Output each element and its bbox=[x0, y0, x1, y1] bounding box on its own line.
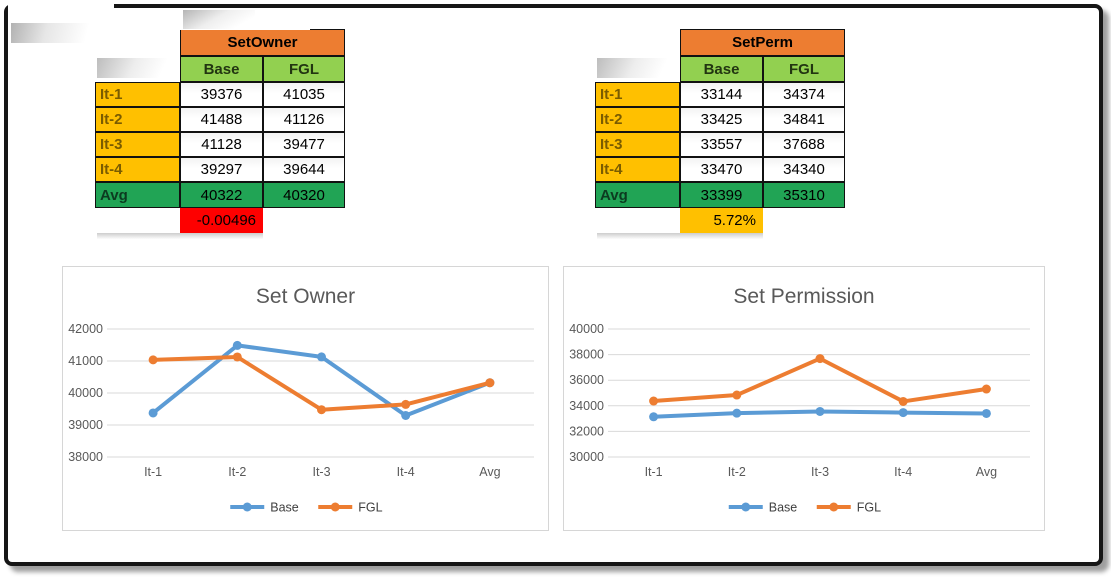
data-point-marker bbox=[732, 408, 742, 418]
avg-value-cell: 40322 bbox=[180, 182, 263, 208]
y-axis-tick-label: 36000 bbox=[569, 373, 604, 387]
legend-label: FGL bbox=[358, 501, 382, 515]
data-point-marker bbox=[981, 384, 991, 394]
value-cell: 41126 bbox=[263, 107, 345, 132]
setowner-table: SetOwner Base FGL It-1 39376 41035 It-2 41488 41… bbox=[95, 29, 345, 233]
legend-marker bbox=[242, 502, 252, 512]
setperm-table: SetPerm Base FGL It-1 33144 34374 It-2 33425 348… bbox=[595, 29, 845, 233]
value-cell: 33470 bbox=[680, 157, 763, 182]
legend-label: FGL bbox=[857, 501, 881, 515]
value-cell: 39477 bbox=[263, 132, 345, 157]
x-axis-category-label: It-1 bbox=[144, 465, 162, 479]
data-point-marker bbox=[815, 406, 825, 416]
row-label-cell: It-2 bbox=[95, 107, 180, 132]
x-axis-category-label: It-3 bbox=[811, 465, 829, 479]
row-label-cell: It-4 bbox=[95, 157, 180, 182]
data-point-marker bbox=[898, 396, 908, 406]
legend-marker bbox=[829, 502, 839, 512]
chart-svg: Set Permission 30000 32000 34000 36000 38000 4… bbox=[569, 285, 1030, 515]
x-axis-category-label: Avg bbox=[479, 465, 500, 479]
y-axis-tick-label: 39000 bbox=[68, 418, 103, 432]
x-axis-category-label: It-1 bbox=[645, 465, 663, 479]
data-point-marker bbox=[401, 399, 411, 409]
y-axis-tick-label: 38000 bbox=[569, 348, 604, 362]
data-point-marker bbox=[148, 408, 158, 418]
x-axis-category-label: It-3 bbox=[312, 465, 330, 479]
delta-cell: 5.72% bbox=[680, 208, 763, 233]
data-point-marker bbox=[485, 378, 495, 388]
chart-title: Set Owner bbox=[256, 285, 355, 308]
row-label-cell: It-3 bbox=[595, 132, 680, 157]
y-axis-tick-label: 32000 bbox=[569, 424, 604, 438]
value-cell: 33425 bbox=[680, 107, 763, 132]
data-point-marker bbox=[148, 355, 158, 365]
col-header-cell: FGL bbox=[763, 56, 845, 82]
data-point-marker bbox=[401, 410, 411, 420]
x-axis-category-label: It-2 bbox=[228, 465, 246, 479]
value-cell: 41488 bbox=[180, 107, 263, 132]
data-point-marker bbox=[649, 396, 659, 406]
delta-cell: -0.00496 bbox=[180, 208, 263, 233]
value-cell: 33557 bbox=[680, 132, 763, 157]
legend-label: Base bbox=[270, 501, 299, 515]
data-point-marker bbox=[232, 352, 242, 362]
value-cell: 39376 bbox=[180, 82, 263, 107]
set-permission-chart: Set Permission 30000 32000 34000 36000 38000 4… bbox=[563, 266, 1045, 531]
row-label-cell: It-3 bbox=[95, 132, 180, 157]
chart-svg: Set Owner 38000 39000 40000 41000 42000 It-1 It… bbox=[68, 285, 534, 515]
row-label-cell: It-1 bbox=[95, 82, 180, 107]
row-label-cell: It-2 bbox=[595, 107, 680, 132]
avg-value-cell: 40320 bbox=[263, 182, 345, 208]
legend-marker bbox=[741, 502, 751, 512]
table-title-cell: SetOwner bbox=[180, 29, 345, 56]
avg-value-cell: 35310 bbox=[763, 182, 845, 208]
data-point-marker bbox=[649, 412, 659, 422]
y-axis-tick-label: 38000 bbox=[68, 450, 103, 464]
col-header-cell: FGL bbox=[263, 56, 345, 82]
value-cell: 33144 bbox=[680, 82, 763, 107]
avg-label-cell: Avg bbox=[595, 182, 680, 208]
value-cell: 37688 bbox=[763, 132, 845, 157]
data-point-marker bbox=[898, 408, 908, 418]
data-point-marker bbox=[232, 340, 242, 350]
value-cell: 41035 bbox=[263, 82, 345, 107]
value-cell: 34374 bbox=[763, 82, 845, 107]
data-point-marker bbox=[981, 408, 991, 418]
avg-label-cell: Avg bbox=[95, 182, 180, 208]
y-axis-tick-label: 42000 bbox=[68, 322, 103, 336]
value-cell: 39644 bbox=[263, 157, 345, 182]
data-point-marker bbox=[317, 405, 326, 415]
data-point-marker bbox=[732, 390, 742, 400]
legend-marker bbox=[330, 502, 340, 512]
value-cell: 39297 bbox=[180, 157, 263, 182]
value-cell: 34841 bbox=[763, 107, 845, 132]
set-owner-chart: Set Owner 38000 39000 40000 41000 42000 It-1 It… bbox=[62, 266, 549, 531]
y-axis-tick-label: 30000 bbox=[569, 450, 604, 464]
data-point-marker bbox=[815, 354, 825, 364]
y-axis-tick-label: 34000 bbox=[569, 399, 604, 413]
x-axis-category-label: It-4 bbox=[397, 465, 415, 479]
row-label-cell: It-4 bbox=[595, 157, 680, 182]
row-label-cell: It-1 bbox=[595, 82, 680, 107]
y-axis-tick-label: 41000 bbox=[68, 354, 103, 368]
col-header-cell: Base bbox=[180, 56, 263, 82]
avg-value-cell: 33399 bbox=[680, 182, 763, 208]
x-axis-category-label: It-2 bbox=[728, 465, 746, 479]
y-axis-tick-label: 40000 bbox=[68, 386, 103, 400]
y-axis-tick-label: 40000 bbox=[569, 322, 604, 336]
table-title-cell: SetPerm bbox=[680, 29, 845, 56]
data-point-marker bbox=[317, 352, 326, 362]
x-axis-category-label: Avg bbox=[976, 465, 997, 479]
x-axis-category-label: It-4 bbox=[894, 465, 912, 479]
col-header-cell: Base bbox=[680, 56, 763, 82]
value-cell: 41128 bbox=[180, 132, 263, 157]
legend-label: Base bbox=[769, 501, 798, 515]
value-cell: 34340 bbox=[763, 157, 845, 182]
chart-title: Set Permission bbox=[733, 285, 874, 308]
